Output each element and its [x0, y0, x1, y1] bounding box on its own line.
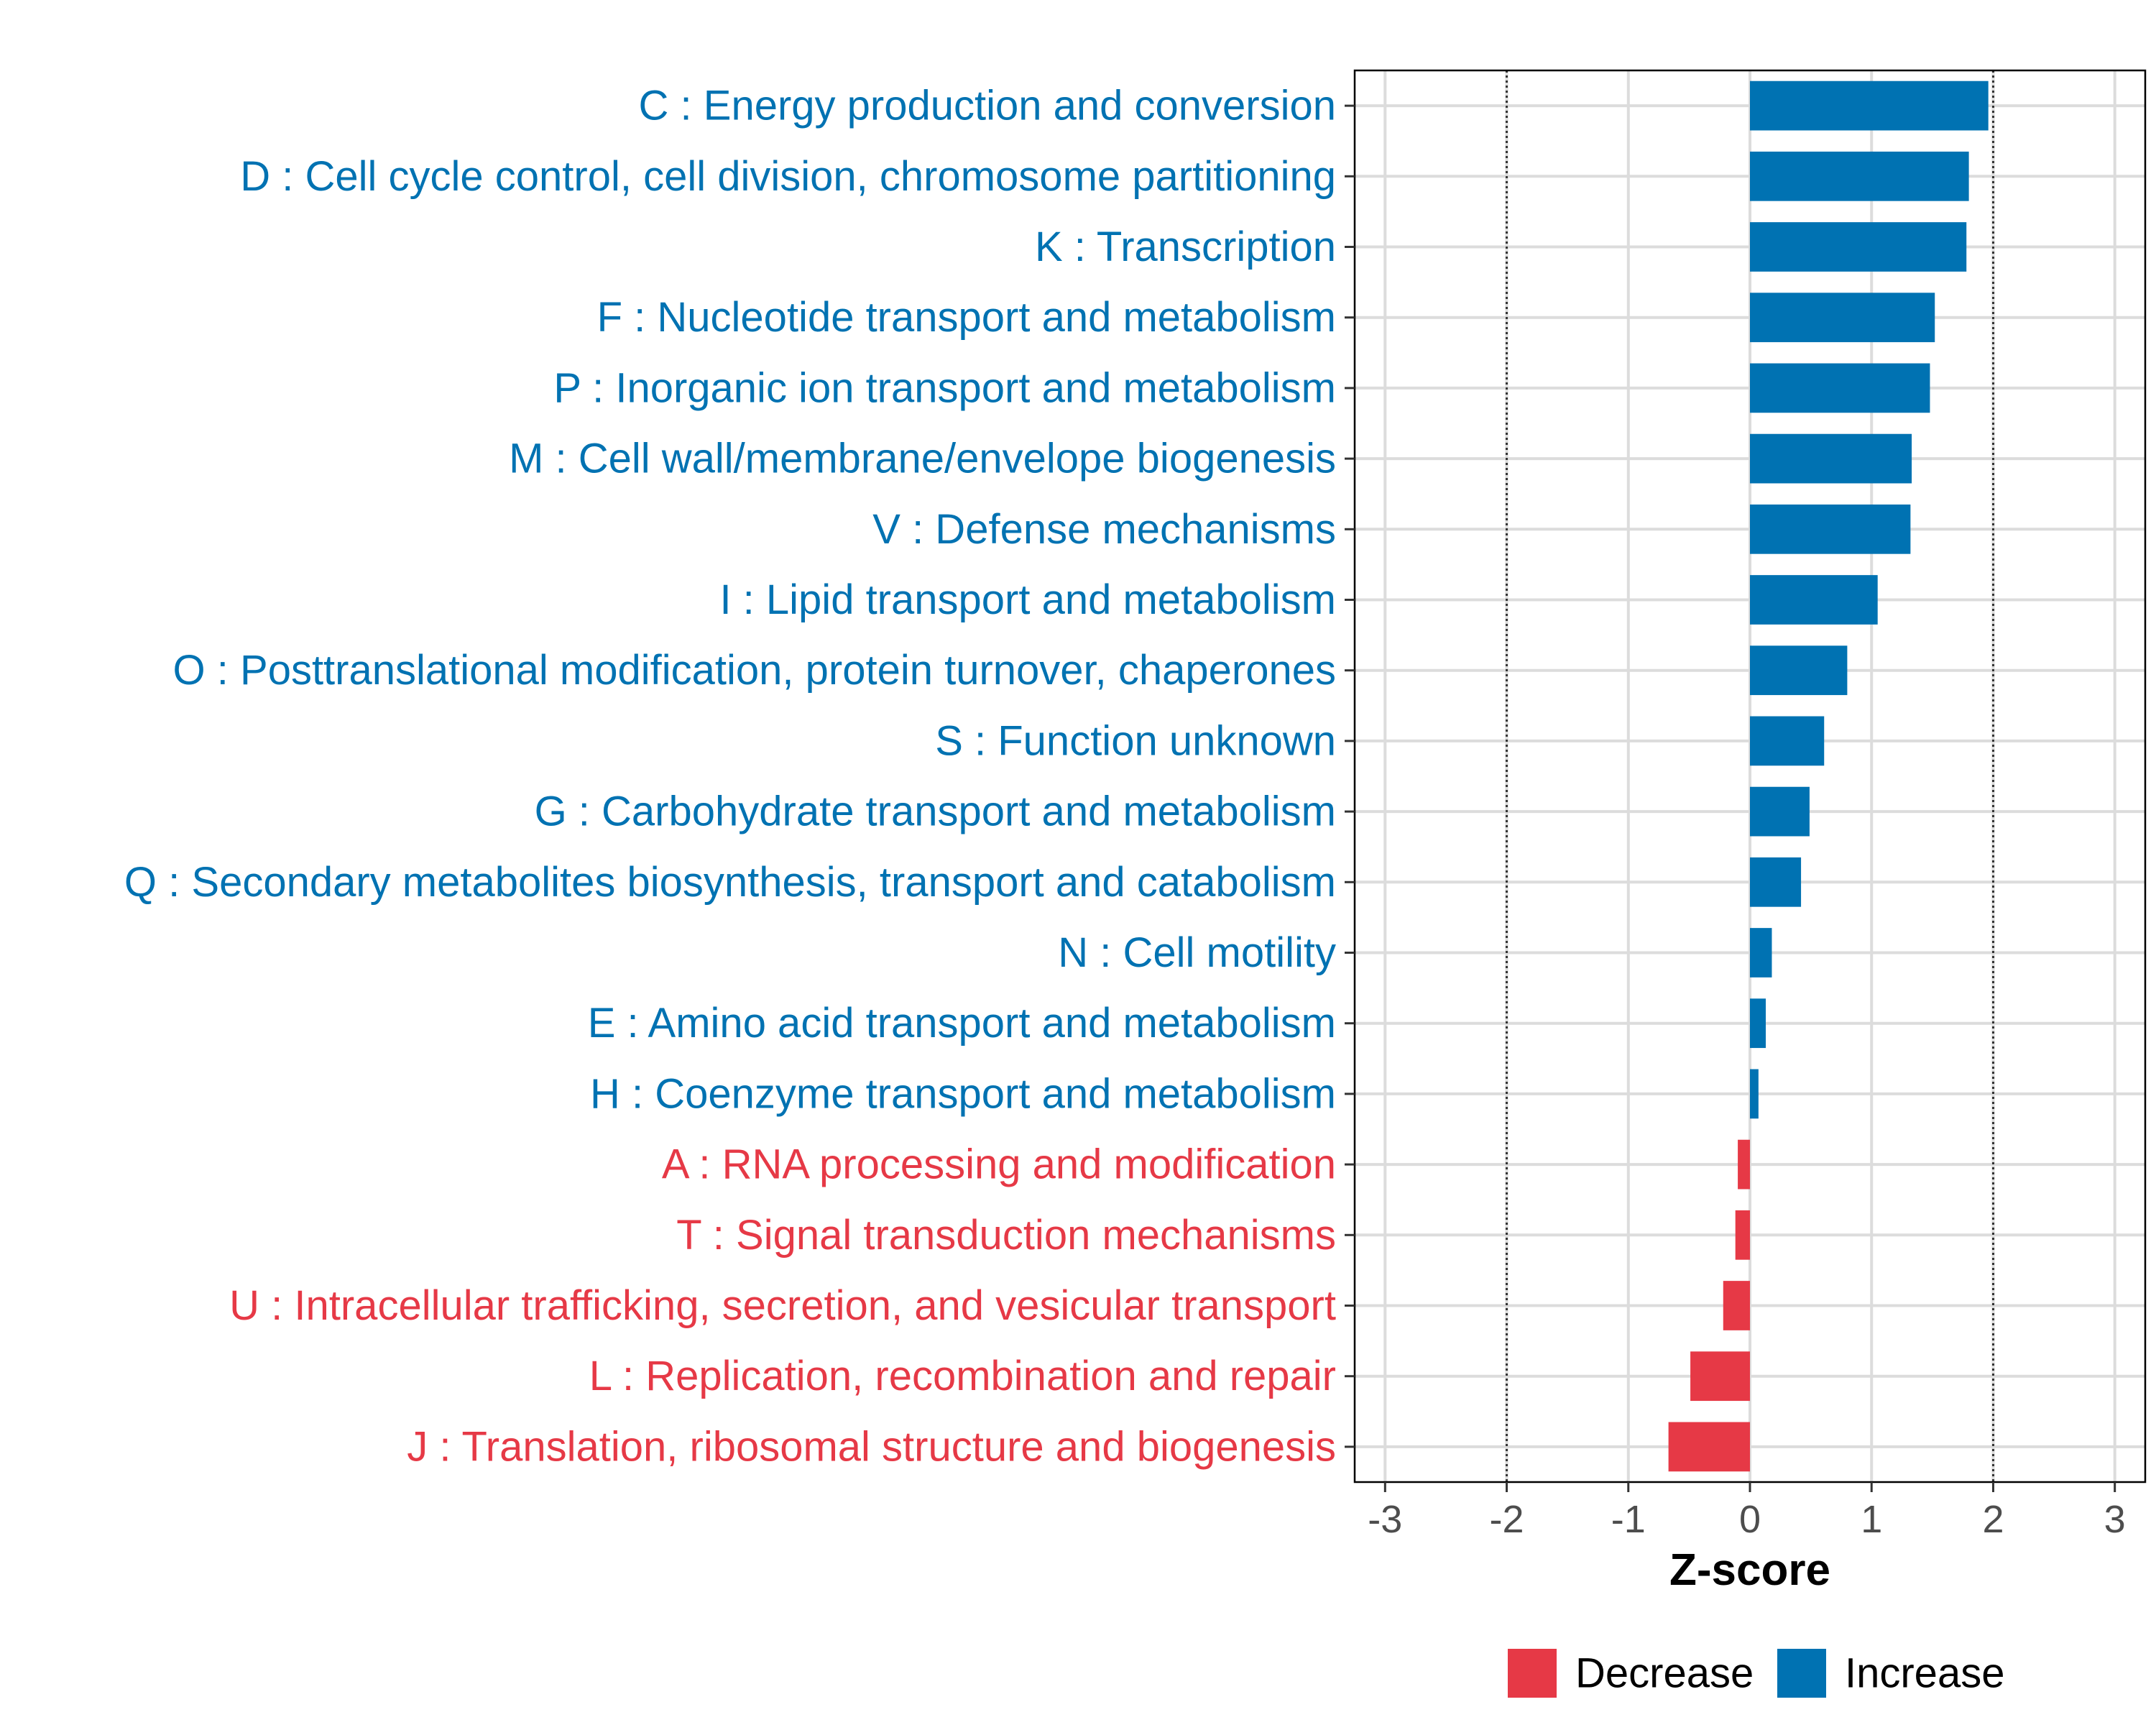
bar: [1750, 363, 1930, 413]
bar: [1750, 80, 1989, 131]
x-tick-label: 2: [1982, 1498, 2004, 1541]
y-tick-label: T : Signal transduction mechanisms: [676, 1212, 1336, 1259]
bar: [1750, 716, 1825, 766]
x-tick-label: 1: [1861, 1498, 1882, 1541]
x-axis-title: Z-score: [1669, 1545, 1830, 1595]
bar: [1750, 433, 1912, 484]
y-tick-label: U : Intracellular trafficking, secretion…: [229, 1282, 1336, 1329]
x-tick-label: 3: [2104, 1498, 2126, 1541]
reference-lines: [1506, 70, 1994, 1482]
y-tick-label: V : Defense mechanisms: [872, 506, 1336, 553]
x-tick-label: 0: [1739, 1498, 1761, 1541]
bar: [1735, 1210, 1750, 1260]
bar: [1750, 151, 1969, 201]
bar: [1668, 1422, 1750, 1472]
bar: [1750, 645, 1848, 696]
bar: [1738, 1139, 1750, 1190]
legend: Decrease Increase: [1508, 1649, 2004, 1698]
legend-label: Increase: [1845, 1650, 2004, 1697]
y-tick-label: Q : Secondary metabolites biosynthesis, …: [124, 859, 1336, 906]
y-tick-label: K : Transcription: [1035, 224, 1336, 270]
bar: [1750, 1069, 1759, 1119]
x-tick-label: -2: [1490, 1498, 1524, 1541]
bar: [1750, 998, 1766, 1049]
legend-swatch: [1508, 1649, 1557, 1698]
y-tick-label: N : Cell motility: [1058, 929, 1336, 976]
bar: [1750, 293, 1935, 343]
bars: [1668, 80, 1989, 1472]
legend-label: Decrease: [1575, 1650, 1754, 1697]
bar: [1690, 1351, 1750, 1402]
x-axis: -3 -2 -1 0 1 2 3: [1368, 1482, 2126, 1541]
x-tick-label: -3: [1368, 1498, 1402, 1541]
y-tick-label: D : Cell cycle control, cell division, c…: [240, 153, 1336, 200]
y-tick-label: F : Nucleotide transport and metabolism: [597, 294, 1336, 341]
bar: [1750, 928, 1772, 978]
y-tick-label: E : Amino acid transport and metabolism: [588, 1000, 1336, 1046]
legend-swatch: [1777, 1649, 1826, 1698]
bar: [1750, 575, 1878, 625]
bar: [1750, 857, 1802, 907]
y-tick-label: C : Energy production and conversion: [639, 83, 1336, 129]
y-tick-label: O : Posttranslational modification, prot…: [173, 647, 1336, 694]
y-tick-label: A : RNA processing and modification: [662, 1141, 1336, 1188]
y-axis: C : Energy production and conversion D : …: [124, 83, 1355, 1470]
bar: [1723, 1281, 1750, 1330]
y-tick-label: H : Coenzyme transport and metabolism: [590, 1070, 1336, 1117]
bar: [1750, 504, 1911, 554]
y-tick-label: G : Carbohydrate transport and metabolis…: [535, 788, 1336, 835]
x-tick-label: -1: [1611, 1498, 1646, 1541]
y-tick-label: S : Function unknown: [935, 717, 1336, 764]
y-tick-label: L : Replication, recombination and repai…: [589, 1353, 1336, 1399]
y-tick-label: J : Translation, ribosomal structure and…: [407, 1423, 1336, 1470]
y-tick-label: I : Lipid transport and metabolism: [719, 576, 1336, 623]
bar: [1750, 786, 1810, 837]
y-tick-label: M : Cell wall/membrane/envelope biogenes…: [509, 436, 1336, 482]
bar: [1750, 222, 1967, 272]
y-tick-label: P : Inorganic ion transport and metaboli…: [553, 364, 1336, 411]
